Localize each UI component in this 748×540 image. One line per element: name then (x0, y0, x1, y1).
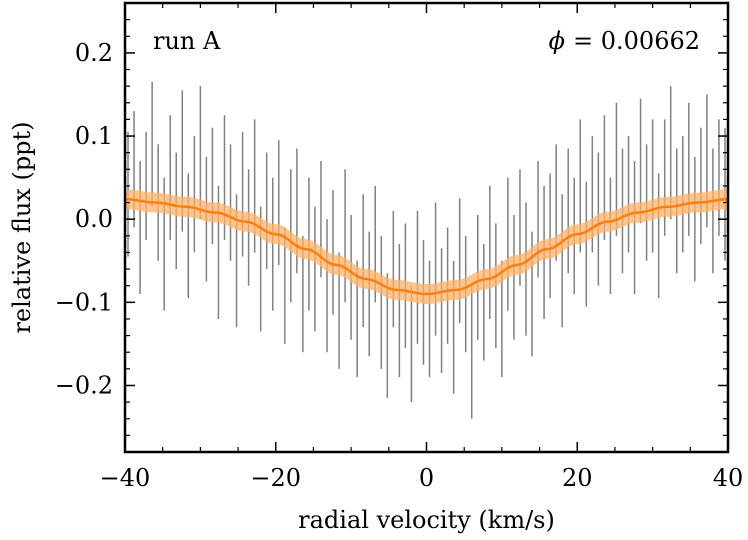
model-confidence-band (125, 189, 728, 304)
y-axis-label: relative flux (ppt) (8, 121, 36, 333)
phase-annotation: ϕ = 0.00662 (549, 27, 700, 55)
phase-value: = 0.00662 (573, 27, 700, 55)
error-bars-group (127, 81, 726, 419)
phase-symbol: ϕ (549, 27, 565, 55)
x-tick-label: −20 (250, 464, 301, 492)
y-tick-label: −0.2 (55, 371, 113, 399)
ticks-group (124, 2, 729, 453)
model-layer (124, 189, 729, 304)
x-tick-label: 20 (562, 464, 593, 492)
x-axis-label: radial velocity (km/s) (298, 506, 555, 534)
y-tick-label: 0.1 (75, 122, 113, 150)
x-tick-label: 0 (419, 464, 434, 492)
y-tick-label: 0.2 (75, 39, 113, 67)
plot-frame (123, 1, 730, 454)
model-fit-line (124, 197, 729, 296)
x-tick-label: 40 (713, 464, 744, 492)
tick-labels-group: −40 −20 0 20 40 −0.2 −0.1 0.0 0.1 0.2 (55, 39, 744, 492)
x-tick-label: −40 (100, 464, 151, 492)
y-tick-label: 0.0 (75, 205, 113, 233)
y-tick-label: −0.1 (55, 288, 113, 316)
run-label-annotation: run A (153, 27, 221, 55)
